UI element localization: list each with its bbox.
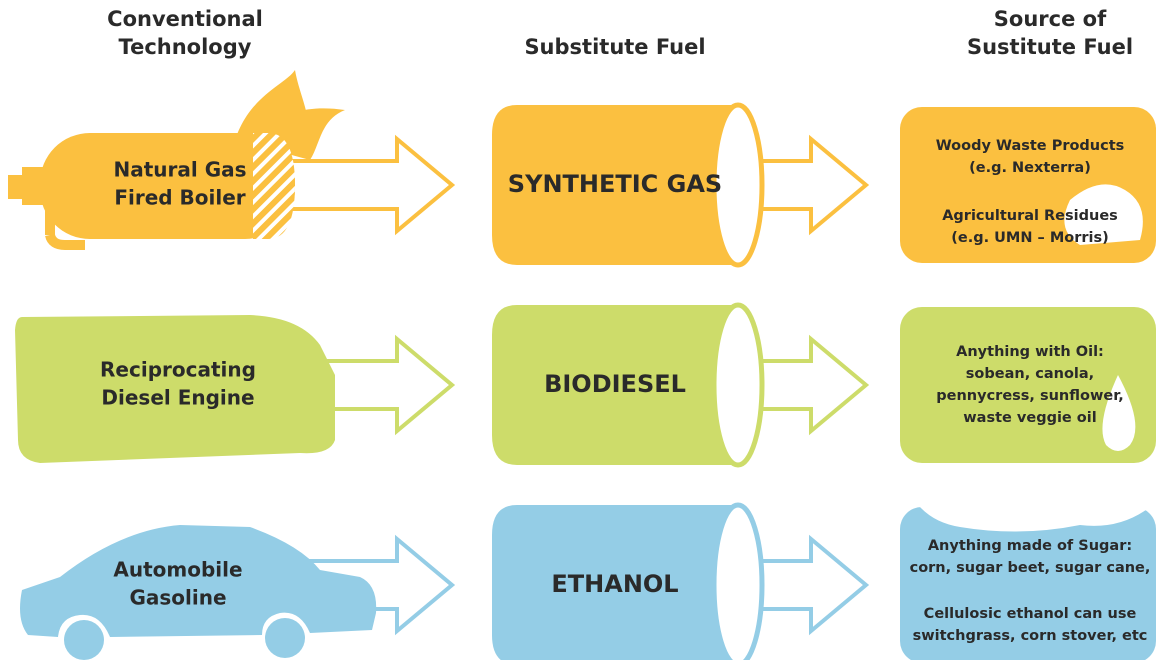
- fuel-label: BIODIESEL: [544, 370, 686, 398]
- source-text: Anything made of Sugar:: [928, 538, 1132, 554]
- source-text: Woody Waste Products: [936, 138, 1125, 154]
- column-header: Conventional: [107, 7, 263, 31]
- nozzle: [8, 175, 22, 199]
- source-text: sobean, canola,: [966, 366, 1094, 382]
- source-text: Cellulosic ethanol can use: [924, 606, 1137, 622]
- source-text: (e.g. Nexterra): [969, 160, 1091, 176]
- fuel-label: ETHANOL: [551, 570, 678, 598]
- barrel-end: [714, 505, 762, 660]
- column-header: Substitute Fuel: [524, 35, 705, 59]
- boiler-hatch: [253, 133, 295, 239]
- diagram: Conventional Technology Substitute Fuel Sou…: [0, 0, 1161, 660]
- technology-label: Natural Gas: [113, 158, 246, 182]
- source-text: Agricultural Residues: [942, 208, 1118, 224]
- source-text: corn, sugar beet, sugar cane,: [910, 560, 1151, 576]
- source-text: pennycress, sunflower,: [936, 388, 1123, 404]
- column-header: Technology: [119, 35, 252, 59]
- page: {"headers": [ {"lines": ["Conventional",…: [0, 0, 1161, 660]
- technology-label: Fired Boiler: [114, 186, 245, 210]
- fuel-label: SYNTHETIC GAS: [508, 170, 722, 198]
- technology-label: Gasoline: [129, 586, 226, 610]
- source-text: Anything with Oil:: [956, 344, 1104, 360]
- technology-label: Automobile: [113, 558, 242, 582]
- source-text: (e.g. UMN – Morris): [951, 230, 1109, 246]
- wheel: [265, 618, 305, 658]
- technology-label: Diesel Engine: [101, 386, 254, 410]
- column-header: Source of: [994, 7, 1107, 31]
- barrel-end: [714, 305, 762, 465]
- column-header: Sustitute Fuel: [967, 35, 1133, 59]
- source-text: waste veggie oil: [963, 410, 1096, 426]
- technology-label: Reciprocating: [100, 358, 256, 382]
- source-text: switchgrass, corn stover, etc: [913, 628, 1148, 644]
- wheel: [64, 620, 104, 660]
